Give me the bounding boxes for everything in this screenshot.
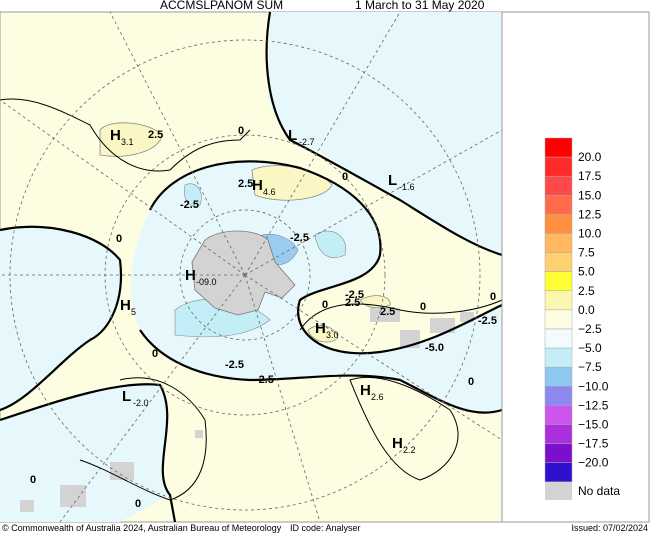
legend-swatch xyxy=(544,386,573,406)
no-data-swatch xyxy=(545,482,572,500)
legend-swatch xyxy=(544,214,573,234)
legend-label: −12.5 xyxy=(578,398,609,412)
pressure-value: 2.2 xyxy=(403,445,416,455)
legend-label: −2.5 xyxy=(578,322,602,336)
pressure-value: -2.7 xyxy=(299,137,315,147)
pressure-letter: L xyxy=(288,127,297,144)
contour-label: 2.5 xyxy=(148,129,163,141)
legend-swatch xyxy=(544,271,573,292)
pressure-value: 3.0 xyxy=(326,330,339,340)
legend-label: 12.5 xyxy=(578,207,602,221)
contour-label: 2.5 xyxy=(238,178,253,190)
legend-label: −5.0 xyxy=(578,341,602,355)
legend-label: 20.0 xyxy=(578,150,602,164)
contour-label: 0 xyxy=(152,348,158,360)
zero-contours xyxy=(0,11,503,523)
contour-label: -2.5 xyxy=(478,315,497,327)
pressure-value: 3.1 xyxy=(121,137,134,147)
legend-swatch xyxy=(544,137,573,158)
contour-label: -2.5 xyxy=(255,374,274,386)
contour-label: 2.5 xyxy=(345,297,360,309)
legend-label: 7.5 xyxy=(578,246,595,260)
legend-swatch xyxy=(544,233,573,253)
contour-label: 0 xyxy=(420,301,426,313)
legend-label: −7.5 xyxy=(578,360,602,374)
pressure-value: -09.0 xyxy=(196,277,217,287)
contour-label: 0 xyxy=(322,299,328,311)
legend-label: 17.5 xyxy=(578,169,602,183)
legend-label: −17.5 xyxy=(578,437,609,451)
pressure-letter: H xyxy=(392,435,403,452)
legend-label: −20.0 xyxy=(578,456,609,470)
graticule xyxy=(0,11,503,523)
contour-label: 0 xyxy=(238,125,244,137)
legend-label: −10.0 xyxy=(578,379,609,393)
legend-label: 10.0 xyxy=(578,227,602,241)
contour-label: 0 xyxy=(342,171,348,183)
pressure-value: 2.6 xyxy=(371,392,384,402)
antarctica xyxy=(191,230,296,316)
legend-swatch xyxy=(544,195,573,215)
copyright: © Commonwealth of Australia 2024, Austra… xyxy=(2,523,282,533)
legend-swatch xyxy=(544,366,573,387)
no-data-patches xyxy=(20,308,474,512)
legend: 20.0 17.5 15.0 12.5 10.0 7.5 5.0 2.5 0.0 −2.5 −5.0… xyxy=(501,11,650,523)
pressure-letter: H xyxy=(252,177,263,194)
pressure-letter: L xyxy=(388,172,397,189)
legend-label: −15.0 xyxy=(578,418,609,432)
map-labels: H 3.12.5 0 L -2.70 L -1.62.5H 4.6-2.50 -2.5H -09.… xyxy=(30,125,497,510)
pressure-letter: L xyxy=(122,388,131,405)
contour-label: -2.5 xyxy=(290,232,309,244)
contour-label: 0 xyxy=(30,474,36,486)
pressure-value: 4.6 xyxy=(263,187,276,197)
legend-panel xyxy=(501,11,650,523)
contour-label: 0 xyxy=(468,376,474,388)
positive-blobs xyxy=(99,122,391,343)
pressure-letter: H xyxy=(110,127,121,144)
legend-swatch xyxy=(544,443,573,463)
title: ACCMSLPANOM SUM xyxy=(160,0,283,12)
legend-label: 15.0 xyxy=(578,188,602,202)
contour-label: -2.5 xyxy=(225,359,244,371)
contour-label: -2.5 xyxy=(180,199,199,211)
pressure-letter: H xyxy=(315,320,326,337)
period: 1 March to 31 May 2020 xyxy=(355,0,485,12)
legend-swatch xyxy=(544,328,573,349)
legend-swatch xyxy=(544,309,573,330)
legend-swatch xyxy=(544,424,573,444)
pressure-value: 5 xyxy=(131,307,136,317)
legend-label: 2.5 xyxy=(578,284,595,298)
legend-label: 0.0 xyxy=(578,303,595,317)
legend-swatch xyxy=(544,156,573,177)
coastlines xyxy=(0,98,503,501)
pressure-value: -1.6 xyxy=(399,182,415,192)
legend-label: No data xyxy=(578,484,620,498)
legend-swatch xyxy=(544,347,573,368)
contour-label: 2.5 xyxy=(380,306,395,318)
legend-swatch xyxy=(544,175,573,196)
pressure-letter: H xyxy=(120,297,131,314)
contour-label: 0 xyxy=(116,233,122,245)
pressure-letter: H xyxy=(360,382,371,399)
legend-swatch xyxy=(544,252,573,272)
contour-label: -5.0 xyxy=(425,342,444,354)
issued: Issued: 07/02/2024 xyxy=(571,523,648,533)
contour-label: 0 xyxy=(490,291,496,303)
legend-swatch xyxy=(544,290,573,311)
legend-label: 5.0 xyxy=(578,265,595,279)
contour-label: -2.5 xyxy=(345,289,364,301)
pressure-letter: H xyxy=(185,267,196,284)
legend-swatch xyxy=(544,462,573,483)
legend-swatch xyxy=(544,405,573,425)
id-code: ID code: Analyser xyxy=(290,523,361,533)
contour-label: 0 xyxy=(135,498,141,510)
pressure-value: -2.0 xyxy=(133,398,149,408)
map: H 3.12.5 0 L -2.70 L -1.62.5H 4.6-2.50 -2.5H -09.… xyxy=(0,11,503,523)
